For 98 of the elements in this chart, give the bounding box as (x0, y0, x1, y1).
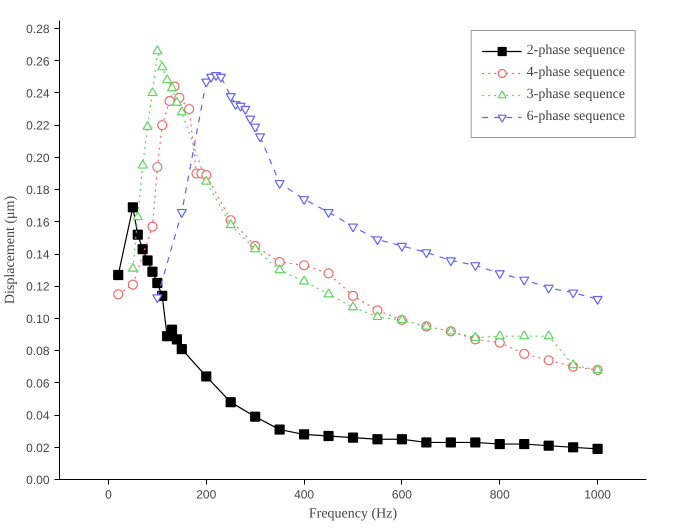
point (470, 332, 480, 341)
point (592, 296, 603, 305)
y-tick-label: 0.06 (26, 376, 50, 390)
point (519, 348, 530, 359)
point (176, 208, 187, 218)
x-axis-title: Frequency (Hz) (308, 506, 398, 522)
point (348, 290, 358, 301)
legend-label: 6-phase sequence (526, 109, 625, 125)
point (142, 255, 153, 266)
x-tick-label: 800 (490, 488, 510, 502)
point (446, 257, 456, 266)
point (128, 262, 138, 272)
point (184, 104, 194, 114)
point (372, 311, 383, 320)
point (544, 355, 554, 366)
point (128, 202, 138, 212)
point (348, 432, 358, 443)
y-tick-label: 0.26 (26, 54, 50, 68)
point (494, 330, 505, 340)
point (323, 268, 334, 278)
point (240, 106, 250, 115)
point (226, 92, 236, 102)
point (446, 437, 456, 448)
point (128, 280, 138, 290)
point (250, 412, 260, 422)
point (421, 249, 432, 258)
y-tick-label: 0.04 (26, 408, 50, 423)
point (216, 74, 226, 83)
y-tick-label: 0.28 (26, 22, 50, 36)
y-tick-label: 0.00 (26, 473, 50, 487)
y-tick-label: 0.02 (26, 440, 50, 455)
point (113, 270, 124, 280)
point (274, 424, 285, 435)
point (298, 276, 310, 285)
point (254, 133, 266, 142)
y-tick-label: 0.16 (26, 215, 50, 230)
x-tick-label: 600 (392, 488, 412, 502)
point (172, 334, 182, 344)
point (298, 196, 310, 206)
point (298, 429, 310, 440)
y-tick-label: 0.14 (26, 248, 50, 262)
point (421, 437, 432, 448)
point (568, 359, 578, 368)
point (226, 397, 236, 408)
point (323, 208, 334, 218)
point (544, 440, 554, 451)
point (201, 371, 212, 382)
y-tick-label: 0.18 (26, 183, 50, 198)
point (113, 289, 124, 300)
y-tick-label: 0.22 (26, 118, 50, 133)
point (152, 162, 162, 172)
point (544, 330, 554, 340)
x-tick-label: 400 (294, 488, 314, 502)
point (250, 124, 260, 133)
point (245, 116, 256, 125)
point (568, 289, 578, 298)
point (201, 78, 212, 88)
legend-label: 2-phase sequence (526, 43, 625, 59)
point (470, 437, 480, 448)
legend-label: 3-phase sequence (526, 87, 625, 103)
point (372, 236, 383, 246)
y-tick-label: 0.10 (26, 312, 50, 326)
point (152, 278, 162, 288)
point (372, 434, 383, 444)
point (396, 434, 408, 444)
point (147, 222, 158, 232)
point (176, 344, 187, 354)
point (157, 120, 168, 130)
point (519, 330, 530, 340)
point (494, 270, 505, 280)
point (274, 180, 285, 189)
point (274, 256, 285, 268)
point (544, 284, 554, 294)
point (138, 244, 148, 254)
point (298, 260, 310, 270)
point (132, 230, 143, 240)
point (519, 438, 530, 450)
point (323, 430, 334, 442)
point (164, 96, 175, 106)
y-tick-label: 0.24 (26, 86, 50, 100)
point (396, 242, 408, 252)
point (494, 438, 505, 450)
point (348, 223, 358, 232)
point (592, 444, 603, 454)
x-tick-label: 200 (196, 488, 217, 502)
y-tick-label: 0.20 (26, 150, 50, 165)
y-axis-title: Displacement (μm) (3, 196, 18, 304)
point (568, 442, 578, 452)
y-tick-label: 0.08 (26, 344, 50, 358)
point (519, 276, 530, 286)
y-tick-label: 0.12 (26, 280, 50, 294)
point (470, 262, 480, 272)
legend-label: 4-phase sequence (526, 65, 625, 81)
point (152, 294, 162, 304)
x-tick-label: 0 (105, 488, 112, 502)
point (147, 266, 158, 277)
point (166, 324, 178, 335)
x-tick-label: 1000 (584, 488, 612, 502)
